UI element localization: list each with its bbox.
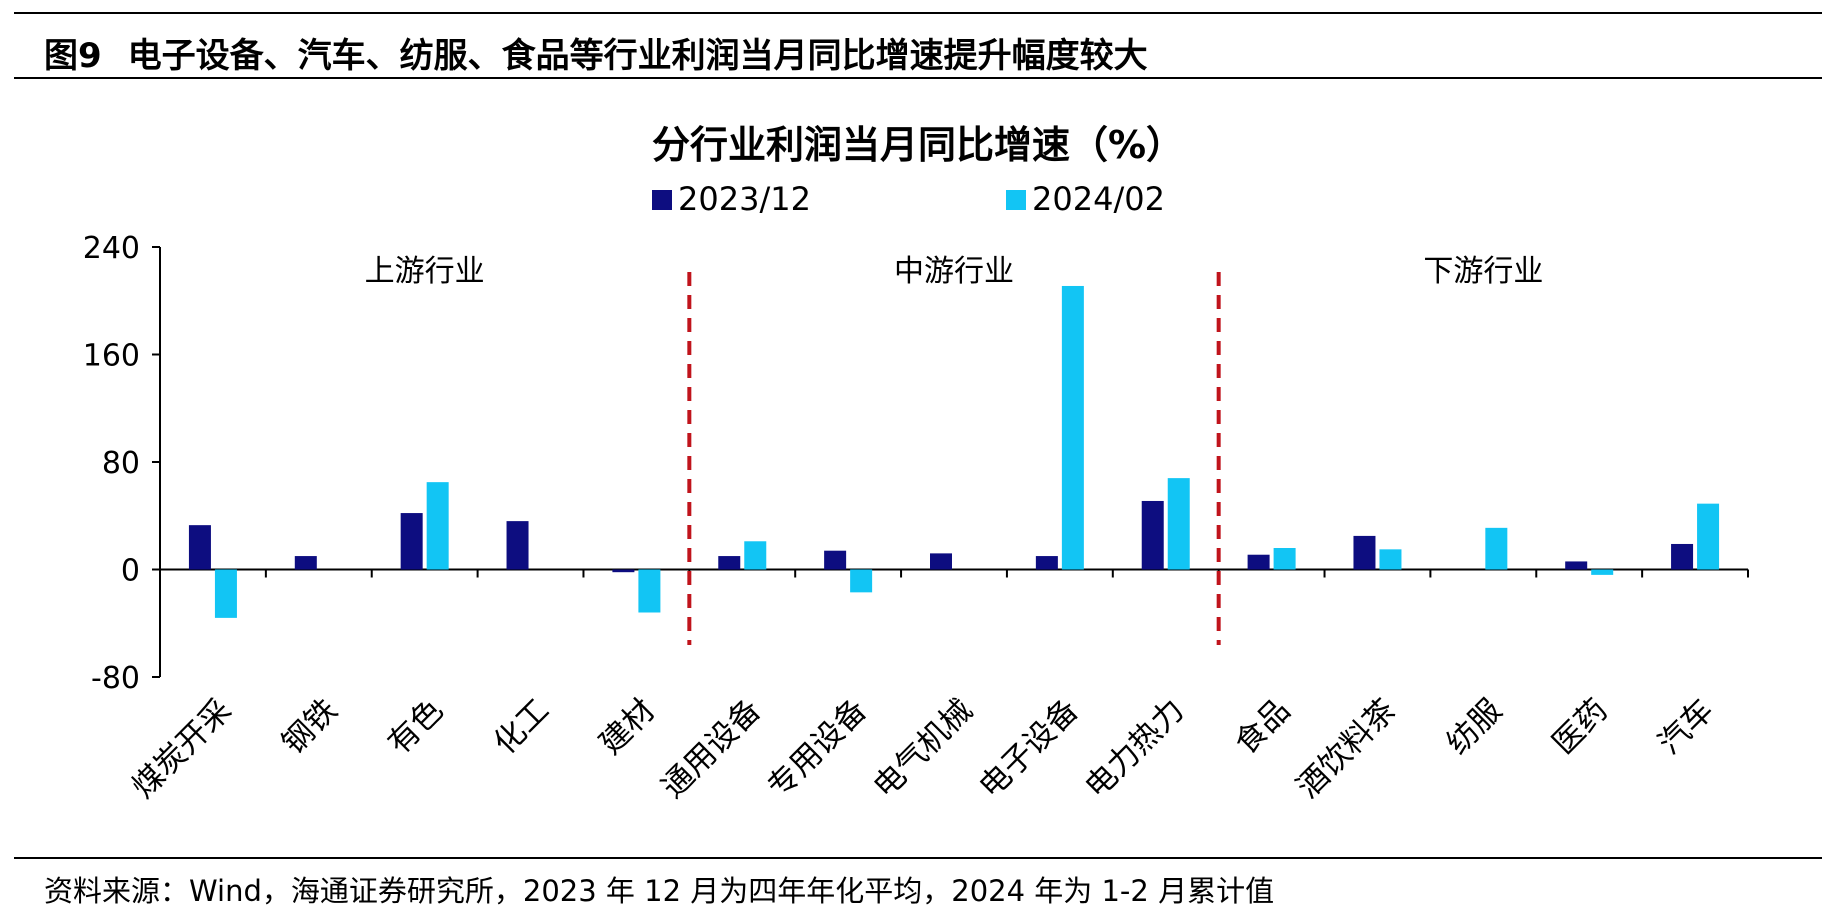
- bar-2023-12-有色: [400, 513, 423, 570]
- source-rule: [14, 857, 1822, 859]
- bar-2024-02-酒饮料茶: [1379, 549, 1402, 570]
- bar-2023-12-酒饮料茶: [1353, 535, 1376, 570]
- bar-2023-12-汽车: [1671, 543, 1694, 570]
- bar-2023-12-电子设备: [1035, 556, 1058, 570]
- chart: 分行业利润当月同比增速（%） 2023/12 2024/02 -80 0 80 160 2…: [83, 123, 1749, 805]
- bar-2024-02-纺服: [1485, 527, 1508, 570]
- bar-2024-02-建材: [638, 569, 661, 613]
- bars: [188, 285, 1720, 618]
- figure-title-text: 电子设备、汽车、纺服、食品等行业利润当月同比增速提升幅度较大: [127, 36, 1148, 76]
- group-separators: [687, 272, 1221, 645]
- bar-2024-02-汽车: [1697, 503, 1720, 570]
- x-tick-label: 电力热力: [1078, 692, 1191, 805]
- bar-2024-02-电子设备: [1061, 285, 1084, 570]
- title-rule: [14, 77, 1822, 79]
- x-tick-label: 有色: [381, 692, 450, 761]
- bar-2023-12-通用设备: [718, 556, 741, 570]
- x-tick-label: 建材: [593, 692, 662, 761]
- group-label: 下游行业: [1423, 254, 1543, 289]
- x-tick-label: 纺服: [1440, 692, 1509, 761]
- y-tick-label: 80: [102, 446, 140, 481]
- y-tick-label: 0: [121, 554, 140, 589]
- x-tick-label: 钢铁: [275, 692, 344, 761]
- bar-2024-02-电力热力: [1167, 478, 1190, 570]
- x-tick-label: 化工: [487, 692, 556, 761]
- x-axis: [159, 568, 1749, 578]
- bar-2024-02-通用设备: [744, 541, 767, 570]
- y-tick-label: 240: [83, 231, 140, 266]
- bar-2023-12-电气机械: [930, 553, 952, 570]
- bar-2023-12-化工: [506, 521, 529, 570]
- x-tick-label: 专用设备: [761, 692, 874, 805]
- bar-2024-02-煤炭开采: [214, 569, 237, 618]
- legend: 2023/12 2024/02: [652, 180, 1165, 218]
- bar-2024-02-专用设备: [850, 569, 873, 593]
- top-rule: [14, 12, 1822, 14]
- bar-2023-12-食品: [1247, 554, 1270, 570]
- x-tick-label: 酒饮料茶: [1290, 692, 1403, 805]
- legend-label: 2023/12: [678, 180, 811, 218]
- y-tick-label: 160: [83, 339, 140, 374]
- figure-title: 图9 电子设备、汽车、纺服、食品等行业利润当月同比增速提升幅度较大: [44, 28, 1148, 77]
- bar-2024-02-医药: [1591, 569, 1614, 575]
- source-note: 资料来源：Wind，海通证券研究所，2023 年 12 月为四年年化平均，202…: [44, 874, 1275, 908]
- x-tick-label: 电子设备: [972, 692, 1085, 805]
- legend-swatch: [652, 190, 672, 210]
- y-axis: -80 0 80 160 240: [83, 231, 161, 696]
- figure-number: 图9: [44, 36, 102, 76]
- bar-2024-02-食品: [1273, 548, 1296, 570]
- group-label: 上游行业: [365, 254, 485, 289]
- legend-swatch: [1006, 190, 1026, 210]
- bar-2023-12-专用设备: [824, 550, 847, 570]
- bar-2023-12-电力热力: [1141, 500, 1164, 570]
- x-tick-label: 食品: [1228, 692, 1297, 761]
- x-tick-label: 电气机械: [867, 692, 980, 805]
- chart-title: 分行业利润当月同比增速（%）: [652, 123, 1184, 167]
- x-tick-label: 医药: [1546, 692, 1615, 761]
- y-tick-label: -80: [91, 661, 140, 696]
- x-tick-label: 汽车: [1651, 692, 1720, 761]
- bar-2023-12-钢铁: [294, 556, 317, 570]
- x-tick-label: 通用设备: [655, 692, 768, 805]
- bar-2023-12-医药: [1565, 561, 1588, 570]
- bar-2023-12-建材: [612, 569, 635, 573]
- bar-2024-02-有色: [426, 482, 449, 570]
- bar-2023-12-煤炭开采: [188, 525, 211, 570]
- group-labels: 上游行业 中游行业 下游行业: [365, 254, 1544, 289]
- legend-label: 2024/02: [1032, 180, 1165, 218]
- group-label: 中游行业: [894, 254, 1014, 289]
- x-tick-label: 煤炭开采: [125, 692, 238, 805]
